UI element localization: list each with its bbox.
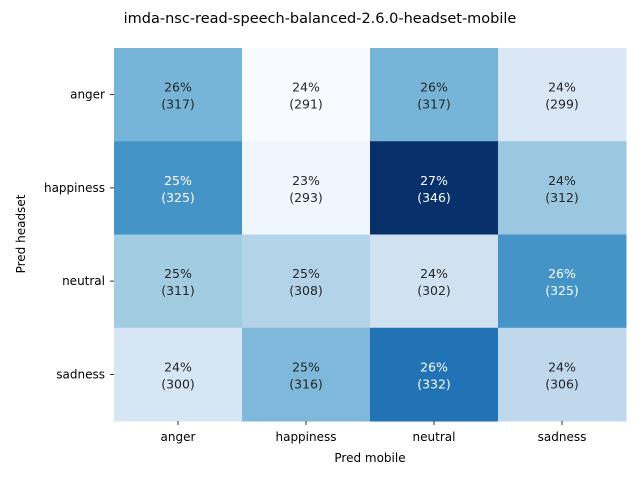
- cell-percent-label-0-3: 24%: [548, 80, 576, 95]
- cell-count-label-2-3: (325): [545, 283, 579, 298]
- cell-count-label-0-3: (299): [545, 97, 579, 112]
- y-tick-label-3: sadness: [56, 367, 105, 381]
- heatmap-cell-2-1: [242, 234, 371, 329]
- chart-title: imda-nsc-read-speech-balanced-2.6.0-head…: [124, 11, 517, 27]
- cell-percent-label-2-2: 24%: [420, 266, 448, 281]
- y-tick-label-2: neutral: [62, 274, 105, 288]
- y-tick-label-1: happiness: [44, 181, 105, 195]
- cell-percent-label-0-1: 24%: [292, 80, 320, 95]
- y-tick-label-0: anger: [70, 88, 105, 102]
- cell-count-label-0-1: (291): [289, 97, 323, 112]
- x-axis-label: Pred mobile: [334, 451, 405, 465]
- x-tick-label-1: happiness: [275, 430, 336, 444]
- cell-percent-label-2-3: 26%: [548, 266, 576, 281]
- cell-percent-label-1-3: 24%: [548, 173, 576, 188]
- cell-percent-label-3-2: 26%: [420, 359, 448, 374]
- heatmap-cell-2-3: [498, 234, 627, 329]
- cell-percent-label-2-1: 25%: [292, 266, 320, 281]
- cell-count-label-0-0: (317): [161, 97, 195, 112]
- heatmap-cell-0-2: [370, 48, 499, 142]
- x-axis-ticks: anger happiness neutral sadness: [161, 421, 587, 444]
- cell-count-label-3-0: (300): [161, 376, 195, 391]
- y-axis-label: Pred headset: [14, 194, 28, 273]
- cell-count-label-1-2: (346): [417, 190, 451, 205]
- cell-percent-label-1-0: 25%: [164, 173, 192, 188]
- heatmap-cell-3-3: [498, 327, 627, 422]
- x-tick-label-3: sadness: [538, 430, 587, 444]
- cell-count-label-2-1: (308): [289, 283, 323, 298]
- heatmap-cell-0-3: [498, 48, 627, 142]
- heatmap-cells: 26% (317) 24% (291) 26% (317) 24% (299) 25% (325)…: [114, 48, 627, 422]
- heatmap-cell-2-2: [370, 234, 499, 329]
- cell-count-label-0-2: (317): [417, 97, 451, 112]
- cell-percent-label-0-0: 26%: [164, 80, 192, 95]
- cell-percent-label-3-3: 24%: [548, 359, 576, 374]
- heatmap-cell-3-1: [242, 327, 371, 422]
- cell-percent-label-2-0: 25%: [164, 266, 192, 281]
- x-tick-label-2: neutral: [413, 430, 456, 444]
- heatmap-cell-2-0: [114, 234, 243, 329]
- cell-count-label-1-0: (325): [161, 190, 195, 205]
- x-tick-label-0: anger: [161, 430, 196, 444]
- cell-percent-label-0-2: 26%: [420, 80, 448, 95]
- cell-count-label-2-2: (302): [417, 283, 451, 298]
- cell-percent-label-1-1: 23%: [292, 173, 320, 188]
- cell-count-label-3-3: (306): [545, 376, 579, 391]
- heatmap-cell-1-2: [370, 141, 499, 235]
- cell-percent-label-3-0: 24%: [164, 359, 192, 374]
- heatmap-cell-1-0: [114, 141, 243, 235]
- cell-count-label-3-1: (316): [289, 376, 323, 391]
- cell-count-label-1-1: (293): [289, 190, 323, 205]
- y-axis-ticks: anger happiness neutral sadness: [44, 88, 114, 381]
- cell-percent-label-3-1: 25%: [292, 359, 320, 374]
- cell-percent-label-1-2: 27%: [420, 173, 448, 188]
- heatmap-cell-3-2: [370, 327, 499, 422]
- heatmap-cell-0-1: [242, 48, 371, 142]
- heatmap-cell-1-1: [242, 141, 371, 235]
- heatmap-cell-0-0: [114, 48, 243, 142]
- cell-count-label-2-0: (311): [161, 283, 195, 298]
- cell-count-label-1-3: (312): [545, 190, 579, 205]
- cell-count-label-3-2: (332): [417, 376, 451, 391]
- heatmap-cell-1-3: [498, 141, 627, 235]
- heatmap-cell-3-0: [114, 327, 243, 422]
